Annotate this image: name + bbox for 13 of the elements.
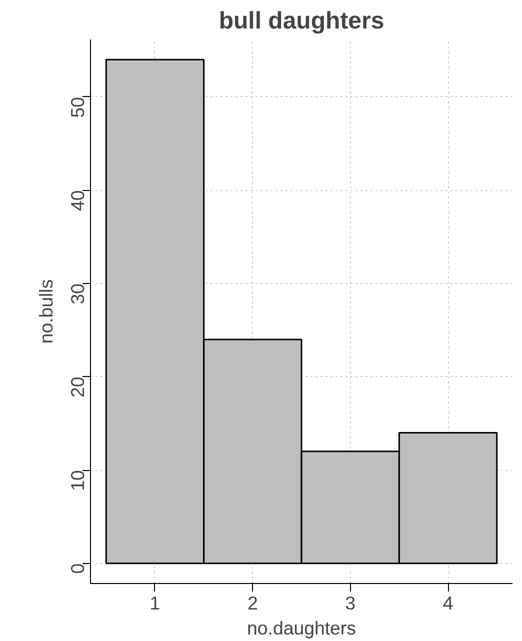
x-axis-title: no.daughters [247,618,356,638]
y-tick-label: 20 [67,376,88,398]
x-tick-label: 2 [247,592,258,614]
y-tick-label: 10 [67,470,88,491]
x-tick-label: 1 [150,592,160,614]
y-tick-label: 0 [67,563,88,574]
y-axis-title: no.bulls [36,279,56,344]
y-tick-label: 30 [67,284,88,304]
y-tick-label: 50 [67,96,88,118]
x-tick-label: 3 [345,592,356,614]
y-tick-label: 40 [67,190,88,211]
x-tick-label: 4 [442,592,454,614]
chart-title: bull daughters [218,8,384,34]
